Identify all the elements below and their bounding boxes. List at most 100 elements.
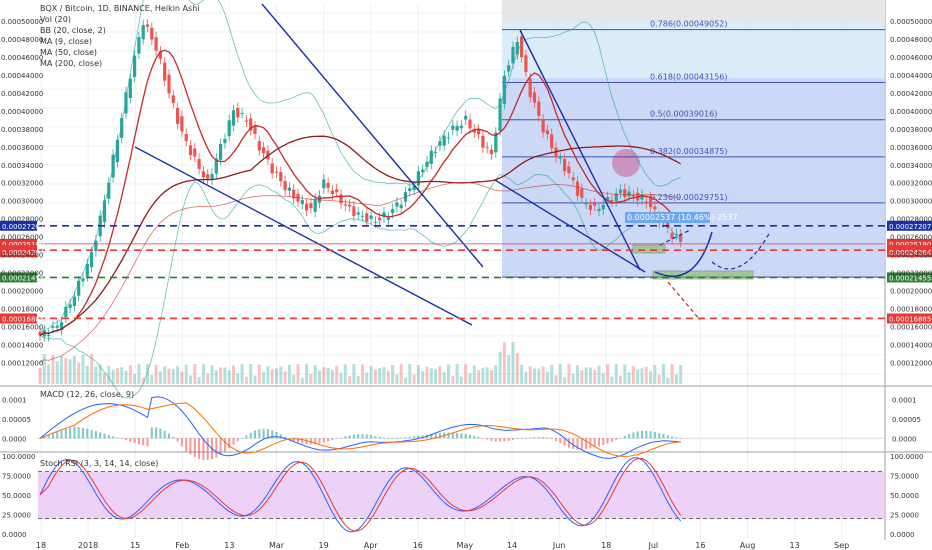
macd-hist-bar: [417, 435, 420, 439]
fib-level-label-0: 0.786(0.00049052): [650, 20, 728, 29]
volume-bar: [55, 361, 59, 384]
macd-hist-bar: [671, 436, 674, 439]
volume-bar: [184, 364, 188, 384]
macd-hist-bar: [481, 438, 484, 439]
macd-hist-bar: [563, 438, 566, 446]
macd-hist-bar: [331, 438, 334, 441]
macd-hist-bar: [292, 438, 295, 442]
candle-body: [532, 92, 537, 103]
macd-hist-bar: [537, 437, 540, 439]
candle-body: [257, 140, 261, 151]
volume-bar: [322, 367, 326, 384]
volume-bar: [640, 368, 644, 384]
macd-tick-0: 0.0001: [892, 397, 917, 405]
macd-pane: 0.0001 0.0001 0.00005 0.00005 0.0000 0.0000: [2, 396, 921, 461]
y-tick-right-0: 0.00050000: [890, 18, 932, 26]
indicator-vol[interactable]: Vol (20): [40, 15, 71, 24]
indicator-bb[interactable]: BB (20, close, 2): [40, 26, 106, 35]
x-tick-11: Jun: [552, 541, 566, 550]
volume-bar: [451, 375, 455, 384]
macd-title[interactable]: MACD (12, 26, close, 9): [40, 390, 135, 399]
candle-body: [249, 118, 253, 131]
macd-hist-bar: [413, 436, 416, 439]
macd-hist-bar: [133, 438, 136, 443]
macd-hist-bar: [559, 438, 562, 444]
volume-bar: [60, 356, 63, 384]
macd-hist-bar: [628, 433, 631, 439]
candle-body: [631, 195, 635, 197]
x-tick-5: Mar: [269, 541, 285, 550]
y-tick-right-14: 0.00022000: [890, 270, 932, 278]
volume-bar: [68, 359, 72, 384]
macd-hist-bar: [77, 427, 80, 439]
rsi-tick-1: 75.0000: [890, 472, 919, 480]
projection-curve-1: [654, 231, 713, 277]
y-tick-right-5: 0.00040000: [890, 108, 932, 116]
macd-hist-bar: [39, 438, 41, 439]
rsi-tick-left-4: 0.0000: [2, 531, 27, 539]
volume-bar: [679, 365, 683, 384]
volume-bar: [279, 366, 283, 384]
macd-hist-bar: [610, 438, 613, 442]
trendline-2: [519, 29, 641, 271]
candle-body: [197, 158, 201, 169]
volume-bar: [477, 369, 481, 384]
fibonacci-retracement[interactable]: 0.786(0.00049052) 0.618(0.00043156) 0.5(0.…: [502, 0, 885, 278]
candle-body: [292, 189, 296, 199]
candle-body: [300, 200, 304, 205]
macd-hist-bar: [524, 437, 527, 439]
macd-hist-bar: [572, 438, 575, 450]
price-badge-left-1: [0, 238, 37, 249]
price-badge-right-text-0: 0.00027207: [889, 223, 931, 231]
volume-bar: [524, 371, 528, 384]
fib-level-label-3: 0.382(0.00034875): [650, 147, 728, 156]
volume-bar: [502, 342, 506, 384]
indicator-ma200[interactable]: MA (200, close): [40, 59, 103, 68]
candle-body: [305, 203, 309, 211]
macd-hist-bar: [82, 428, 84, 439]
macd-hist-bar: [615, 438, 618, 440]
macd-hist-bar: [150, 427, 153, 439]
macd-hist-bar: [421, 435, 424, 439]
macd-hist-bar: [550, 438, 553, 440]
candle-body: [575, 181, 580, 196]
volume-bar: [146, 364, 149, 384]
candle-body: [158, 51, 162, 59]
candle-body: [386, 217, 390, 220]
candle-body: [434, 151, 438, 153]
macd-line: [39, 396, 681, 459]
volume-bar: [670, 364, 674, 384]
trendline-1: [261, 3, 484, 268]
volume-bar: [601, 373, 605, 384]
volume-bar: [576, 365, 579, 384]
candle-body: [670, 232, 674, 239]
main-title[interactable]: BQX / Bitcoin, 1D, BINANCE, Heikin Ashi: [40, 4, 200, 13]
macd-hist-bar: [236, 438, 239, 442]
volume-bar: [438, 366, 442, 384]
y-tick-right-18: 0.00014000: [890, 341, 932, 349]
volume-bar: [249, 364, 253, 384]
candle-body: [47, 334, 51, 336]
candle-body: [494, 132, 498, 153]
volume-bar: [287, 364, 291, 384]
macd-hist-bar: [193, 438, 196, 457]
volume-bar: [352, 364, 356, 384]
volume-bar: [662, 364, 665, 384]
candle-body: [154, 37, 158, 51]
candle-body: [511, 46, 515, 64]
volume-bar: [232, 365, 235, 384]
macd-hist-bar: [125, 438, 127, 441]
indicator-ma50[interactable]: MA (50, close): [40, 48, 98, 57]
macd-hist-bar: [352, 434, 355, 439]
candle-body: [176, 107, 180, 124]
rsi-title[interactable]: Stoch RSI (3, 3, 14, 14, close): [40, 459, 159, 468]
price-badge-right-text-5: 0.00016885: [889, 315, 931, 323]
macd-hist-bar: [606, 438, 609, 444]
volume-bar: [528, 366, 532, 384]
projection-arrow: [659, 229, 691, 246]
ma-9: [39, 49, 682, 336]
x-tick-8: 16: [413, 541, 423, 550]
volume-bar: [472, 365, 476, 384]
indicator-ma9[interactable]: MA (9, close): [40, 37, 92, 46]
